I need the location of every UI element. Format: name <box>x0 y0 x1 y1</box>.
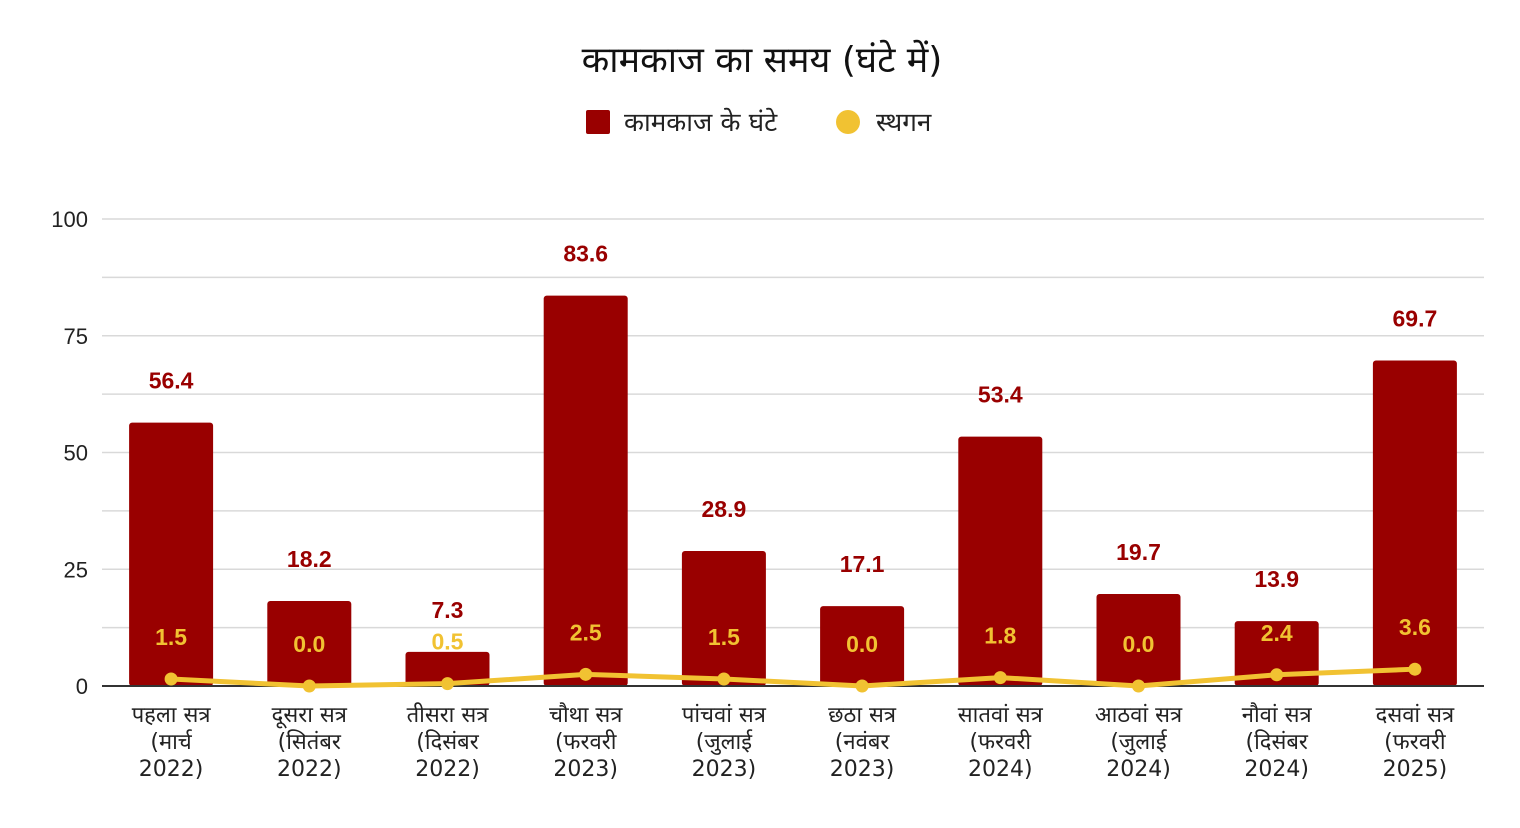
bar <box>1096 594 1181 686</box>
bar-value-label: 18.2 <box>287 546 332 572</box>
x-tick-label: पांचवां सत्र (जुलाई 2023) <box>682 703 767 782</box>
line-value-label: 3.6 <box>1399 614 1431 640</box>
line-value-label: 0.0 <box>1123 631 1155 657</box>
x-tick-label: छठा सत्र (नवंबर 2023) <box>828 703 897 782</box>
line-value-label: 0.0 <box>846 631 878 657</box>
bar <box>129 422 214 686</box>
line-value-label: 0.5 <box>432 629 464 655</box>
line-value-label: 1.8 <box>984 623 1016 649</box>
bar-value-label: 83.6 <box>563 241 608 267</box>
y-tick-label: 50 <box>64 441 88 466</box>
line-point <box>164 672 178 686</box>
x-tick-label: आठवां सत्र (जुलाई 2024) <box>1095 703 1183 782</box>
legend-swatch-bar <box>586 110 610 134</box>
data-labels: 56.4 18.2 7.3 83.6 28.9 17.1 53.4 19.7 13.9 69.7 1… <box>149 241 1438 657</box>
legend: कामकाज के घंटे स्थगन <box>586 107 932 138</box>
line-point <box>1270 668 1284 682</box>
chart-title: कामकाज का समय (घंटे में) <box>582 39 943 81</box>
line-point <box>717 672 731 686</box>
x-axis-categories: पहला सत्र (मार्च 2022) दूसरा सत्र (सितंबर 202… <box>132 702 1455 782</box>
x-tick-label: चौथा सत्र (फरवरी 2023) <box>549 702 623 782</box>
bar-value-label: 7.3 <box>432 597 464 623</box>
line-point <box>1408 662 1422 676</box>
bar-value-label: 17.1 <box>840 551 885 577</box>
legend-label-line: स्थगन <box>876 108 932 138</box>
bar <box>958 436 1043 686</box>
line-series <box>164 662 1422 693</box>
line-point <box>1132 679 1145 693</box>
y-tick-label: 0 <box>76 674 88 699</box>
bar <box>405 651 490 686</box>
line-value-label: 1.5 <box>708 624 740 650</box>
line-point <box>579 667 593 681</box>
x-tick-label: सातवां सत्र (फरवरी 2024) <box>958 703 1044 782</box>
bar-series <box>129 295 1457 686</box>
bar <box>1234 621 1319 686</box>
bar-value-label: 13.9 <box>1254 566 1299 592</box>
line-value-label: 2.4 <box>1261 620 1293 646</box>
bar <box>543 295 628 686</box>
bar <box>681 551 766 686</box>
line-value-label: 1.5 <box>155 624 187 650</box>
line-point <box>302 679 316 693</box>
bar-value-label: 53.4 <box>978 382 1023 408</box>
bar-value-label: 19.7 <box>1116 539 1161 565</box>
line-value-label: 0.0 <box>293 631 325 657</box>
x-tick-label: दूसरा सत्र (सितंबर 2022) <box>272 703 348 782</box>
line-point <box>993 671 1007 685</box>
y-axis-ticks: 0 25 50 75 100 <box>51 207 88 699</box>
bar <box>267 601 352 686</box>
line-point <box>441 677 454 691</box>
bar <box>1372 360 1457 686</box>
line-value-label: 2.5 <box>570 619 602 645</box>
y-tick-label: 75 <box>64 324 88 349</box>
x-tick-label: तीसरा सत्र (दिसंबर 2022) <box>407 702 490 782</box>
x-tick-label: दसवां सत्र (फरवरी 2025) <box>1376 703 1455 782</box>
line-path <box>168 666 1418 689</box>
line-point <box>855 679 869 693</box>
x-tick-label: नौवां सत्र (दिसंबर 2024) <box>1242 702 1313 782</box>
legend-swatch-line <box>836 110 860 134</box>
x-tick-label: पहला सत्र (मार्च 2022) <box>132 703 212 782</box>
bar-value-label: 56.4 <box>149 368 194 394</box>
legend-label-bar: कामकाज के घंटे <box>624 107 778 138</box>
bar <box>820 606 905 686</box>
bar-value-label: 28.9 <box>702 496 747 522</box>
y-tick-label: 100 <box>51 207 88 232</box>
y-tick-label: 25 <box>64 557 88 582</box>
bar-value-label: 69.7 <box>1393 306 1438 332</box>
